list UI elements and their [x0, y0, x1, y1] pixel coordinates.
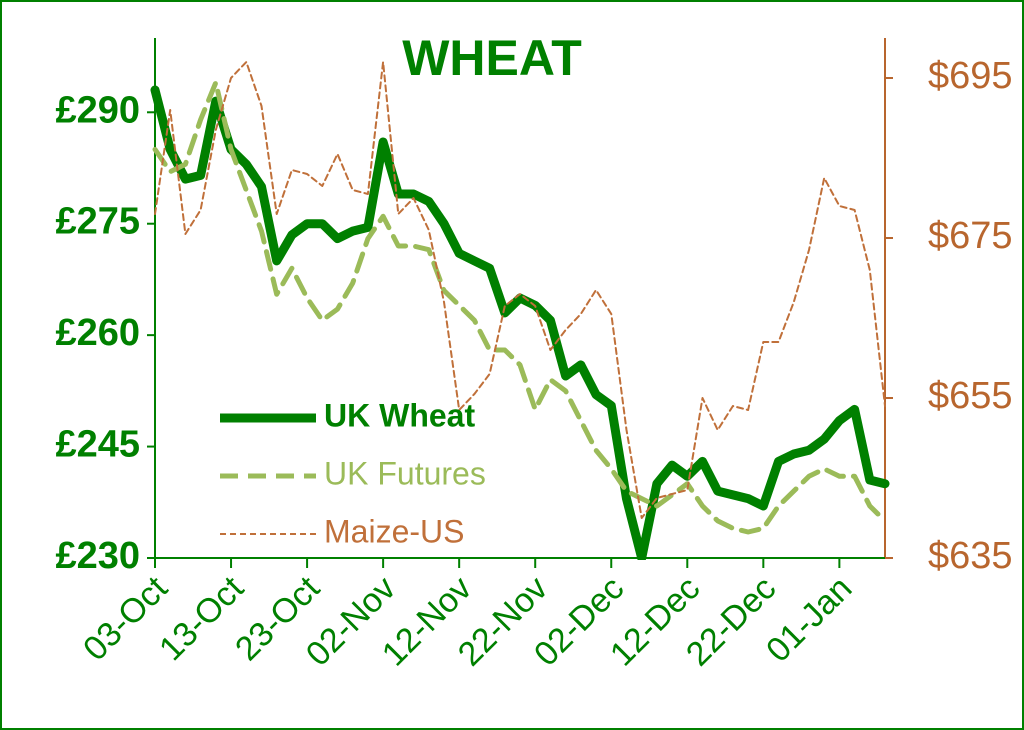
legend-label: Maize-US [324, 513, 464, 549]
series-line [150, 85, 890, 560]
legend-label: UK Futures [324, 455, 486, 491]
y2-tick-label: $655 [928, 375, 1013, 417]
y-tick-label: £245 [55, 424, 140, 466]
y-tick-label: £290 [55, 89, 140, 131]
y-tick-label: £260 [55, 312, 140, 354]
plot-area [150, 61, 890, 560]
series-line [154, 61, 886, 519]
legend-label: UK Wheat [324, 397, 475, 433]
y-tick-label: £275 [55, 201, 140, 243]
y2-tick-label: $695 [928, 55, 1013, 97]
y2-tick-label: $635 [928, 535, 1013, 577]
chart-title: WHEAT [402, 30, 582, 86]
y-tick-label: £230 [55, 535, 140, 577]
series-line [152, 80, 888, 535]
y2-tick-label: $675 [928, 215, 1013, 257]
